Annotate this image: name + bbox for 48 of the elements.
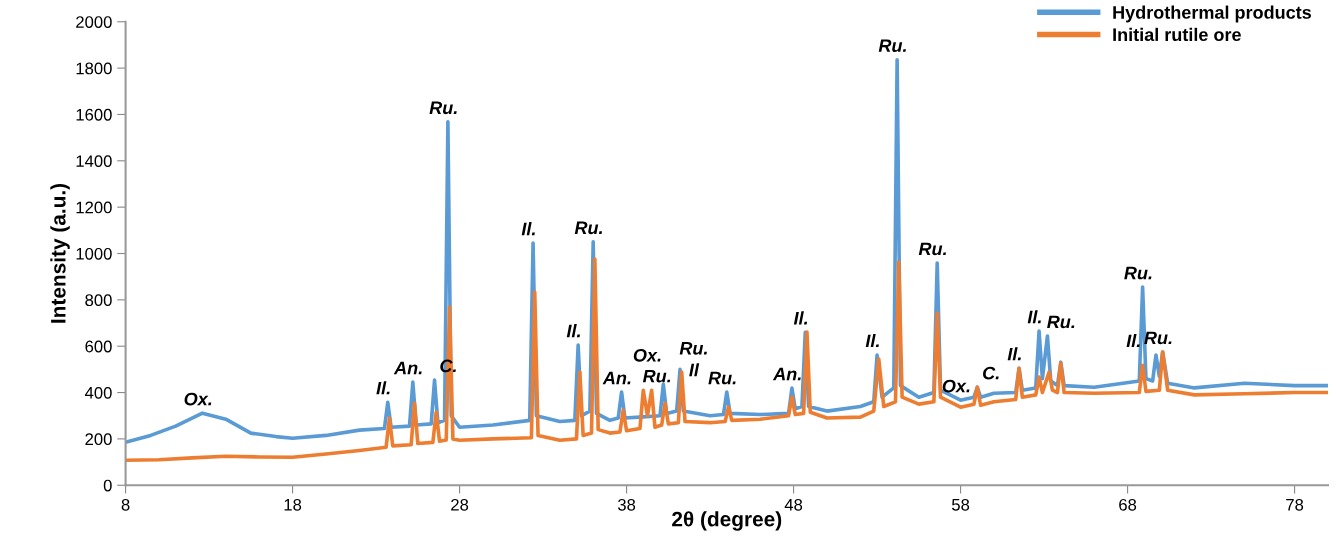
annotation: Ru.: [429, 101, 457, 115]
y-tick-label: 1800: [76, 62, 112, 75]
legend-label: Initial rutile ore: [1113, 27, 1241, 42]
y-axis-title: Intensity (a.u.): [50, 183, 70, 323]
annotation: An.: [393, 361, 422, 375]
y-tick-label: 200: [85, 433, 112, 446]
annotation: An.: [772, 367, 801, 381]
y-tick-label: 2000: [76, 16, 112, 28]
x-tick-label: 58: [951, 498, 970, 511]
annotation: C.: [983, 366, 999, 380]
x-tick-label: 78: [1286, 498, 1304, 511]
annotation: Il.: [376, 381, 390, 395]
y-tick-label: 1400: [76, 155, 112, 168]
annotation: Ru.: [1124, 266, 1152, 280]
x-tick-label: 8: [121, 498, 130, 511]
line-series: [125, 257, 1328, 463]
y-tick-label: 400: [84, 386, 112, 399]
annotation: Il.: [1027, 310, 1041, 324]
annotation: Il: [689, 363, 700, 377]
y-tick-label: 1600: [76, 108, 112, 121]
annotation: Ru.: [1047, 315, 1075, 329]
y-tick-label: 600: [85, 340, 112, 353]
annotation: Ox.: [942, 379, 970, 393]
annotation: Il.: [1007, 347, 1021, 361]
annotation: An.: [602, 371, 631, 385]
x-axis-title: 2θ (degree): [672, 511, 782, 531]
x-tick-label: 38: [617, 498, 636, 511]
x-tick-label: 18: [284, 498, 302, 511]
annotation: Il.: [566, 324, 580, 338]
y-tick-label: 800: [85, 294, 112, 307]
y-tick-label: 0: [103, 479, 112, 492]
annotation: Il.: [793, 311, 808, 325]
annotation: Ru.: [878, 39, 906, 53]
annotation: Il.: [521, 222, 535, 236]
annotation: Ru.: [918, 242, 947, 256]
legend-label: Hydrothermal products: [1113, 5, 1311, 23]
annotation: Ox.: [184, 392, 212, 406]
annotation: Ru.: [708, 371, 736, 385]
annotation: Ru.: [642, 369, 671, 383]
x-tick-label: 68: [1119, 498, 1137, 511]
x-tick-label: 28: [451, 498, 469, 511]
annotation: Ru.: [574, 221, 603, 235]
annotation: Ox.: [633, 348, 661, 362]
y-tick-label: 1200: [76, 201, 112, 214]
annotation: Ru.: [679, 342, 707, 355]
x-tick-label: 48: [784, 498, 803, 511]
y-tick-label: 1000: [76, 247, 112, 260]
annotation: Il.: [865, 334, 879, 348]
